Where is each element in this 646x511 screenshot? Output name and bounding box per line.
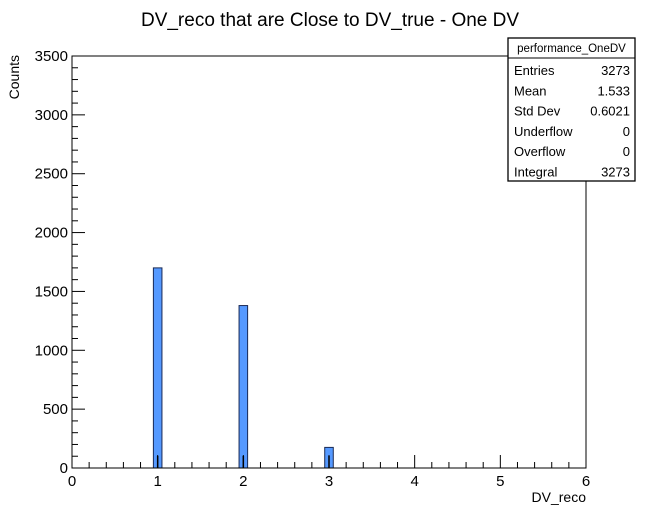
x-tick-label: 2 [239, 473, 247, 490]
chart-title: DV_reco that are Close to DV_true - One … [141, 10, 519, 31]
y-tick-label: 3500 [35, 48, 68, 65]
y-tick-label: 2000 [35, 225, 68, 242]
x-tick-label: 5 [496, 473, 504, 490]
stats-box: performance_OneDV Entries 3273 Mean 1.533 Std… [507, 37, 636, 182]
stats-row-label: Entries [514, 63, 555, 78]
stats-row-label: Underflow [514, 124, 573, 139]
x-tick-label: 0 [68, 473, 76, 490]
stats-row-label: Integral [514, 165, 557, 180]
x-tick-label: 6 [582, 473, 590, 490]
stats-row-label: Mean [514, 83, 547, 98]
stats-box-title: performance_OneDV [517, 43, 626, 55]
axes-layer: 0 1 2 3 4 5 6 0 500 1000 1500 2000 2500 3000 3500 [35, 48, 591, 490]
y-tick-label: 0 [60, 460, 68, 477]
bars-layer [152, 267, 334, 469]
y-tick-label: 1500 [35, 283, 68, 300]
y-tick-label: 1000 [35, 342, 68, 359]
stats-box-frame [507, 37, 636, 182]
stats-row-value: 0.6021 [590, 104, 630, 119]
stats-row-value: 0 [623, 144, 630, 159]
x-tick-label: 3 [325, 473, 333, 490]
stats-row-value: 3273 [601, 63, 630, 78]
stats-row-value: 3273 [601, 165, 630, 180]
x-axis-label: DV_reco [532, 489, 587, 505]
stats-row-label: Overflow [514, 144, 566, 159]
bar-1 [238, 305, 249, 469]
y-axis-label: Counts [6, 55, 22, 99]
x-tick-label: 1 [153, 473, 161, 490]
bar-0 [152, 267, 163, 469]
stats-row-label: Std Dev [514, 104, 561, 119]
x-tick-label: 4 [410, 473, 418, 490]
y-tick-label: 2500 [35, 166, 68, 183]
stats-row-value: 0 [623, 124, 630, 139]
y-tick-label: 500 [43, 401, 68, 418]
stats-row-value: 1.533 [597, 83, 630, 98]
y-tick-label: 3000 [35, 107, 68, 124]
